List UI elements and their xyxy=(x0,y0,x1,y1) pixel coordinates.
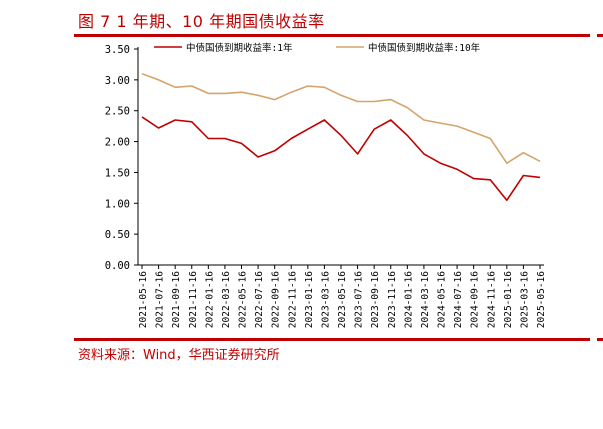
x-tick-label: 2025-01-16 xyxy=(503,271,514,328)
x-tick-label: 2025-03-16 xyxy=(519,271,530,328)
bottom-divider xyxy=(74,338,590,341)
y-tick-label: 3.50 xyxy=(105,44,130,56)
figure-title: 图 7 1 年期、10 年期国债收益率 xyxy=(78,12,325,31)
y-tick-label: 2.00 xyxy=(105,137,130,149)
x-tick-label: 2022-03-16 xyxy=(221,271,232,328)
series-line xyxy=(141,116,541,201)
source-note: 资料来源：Wind，华西证券研究所 xyxy=(78,348,280,363)
top-divider-tail xyxy=(597,34,603,37)
x-tick-label: 2024-05-16 xyxy=(437,271,448,328)
x-tick-label: 2022-11-16 xyxy=(287,271,298,328)
x-tick-label: 2024-01-16 xyxy=(403,271,414,328)
series-line xyxy=(141,72,541,164)
legend: 中债国债到期收益率:1年 中债国债到期收益率:10年 xyxy=(154,42,481,54)
x-tick-label: 2022-09-16 xyxy=(271,271,282,328)
x-tick-label: 2024-11-16 xyxy=(486,271,497,328)
x-tick-label: 2023-07-16 xyxy=(354,271,365,328)
bottom-divider-tail xyxy=(597,338,603,341)
x-tick-label: 2021-07-16 xyxy=(155,271,166,328)
top-divider xyxy=(74,34,590,37)
x-tick-label: 2021-05-16 xyxy=(138,271,149,328)
x-axis: 2021-05-16 2021-07-16 2021-09-16 2021-11-16… xyxy=(138,264,547,328)
x-tick-label: 2025-05-16 xyxy=(536,271,547,328)
y-tick-label: 1.50 xyxy=(105,167,130,179)
legend-label: 中债国债到期收益率:10年 xyxy=(368,42,481,54)
x-tick-label: 2021-11-16 xyxy=(188,271,199,328)
x-tick-label: 2022-07-16 xyxy=(254,271,265,328)
x-tick-label: 2023-03-16 xyxy=(320,271,331,328)
x-tick-label: 2022-01-16 xyxy=(204,271,215,328)
y-tick-label: 0.00 xyxy=(105,260,130,272)
x-tick-label: 2023-09-16 xyxy=(370,271,381,328)
y-tick-label: 1.00 xyxy=(105,198,130,210)
series-lines xyxy=(141,72,541,201)
x-tick-label: 2021-09-16 xyxy=(171,271,182,328)
x-tick-label: 2022-05-16 xyxy=(238,271,249,328)
x-tick-label: 2024-07-16 xyxy=(453,271,464,328)
x-tick-label: 2024-09-16 xyxy=(470,271,481,328)
yield-line-chart: 3.50 3.00 2.50 2.00 1.50 1.00 0.50 0.00 2021-05… xyxy=(105,42,547,328)
x-tick-label: 2023-11-16 xyxy=(387,271,398,328)
y-axis: 3.50 3.00 2.50 2.00 1.50 1.00 0.50 0.00 xyxy=(105,44,139,272)
y-tick-label: 2.50 xyxy=(105,106,130,118)
y-tick-label: 3.00 xyxy=(105,75,130,87)
x-tick-label: 2023-01-16 xyxy=(304,271,315,328)
x-tick-label: 2024-03-16 xyxy=(420,271,431,328)
y-tick-label: 0.50 xyxy=(105,229,130,241)
x-tick-label: 2023-05-16 xyxy=(337,271,348,328)
legend-label: 中债国债到期收益率:1年 xyxy=(186,42,293,54)
